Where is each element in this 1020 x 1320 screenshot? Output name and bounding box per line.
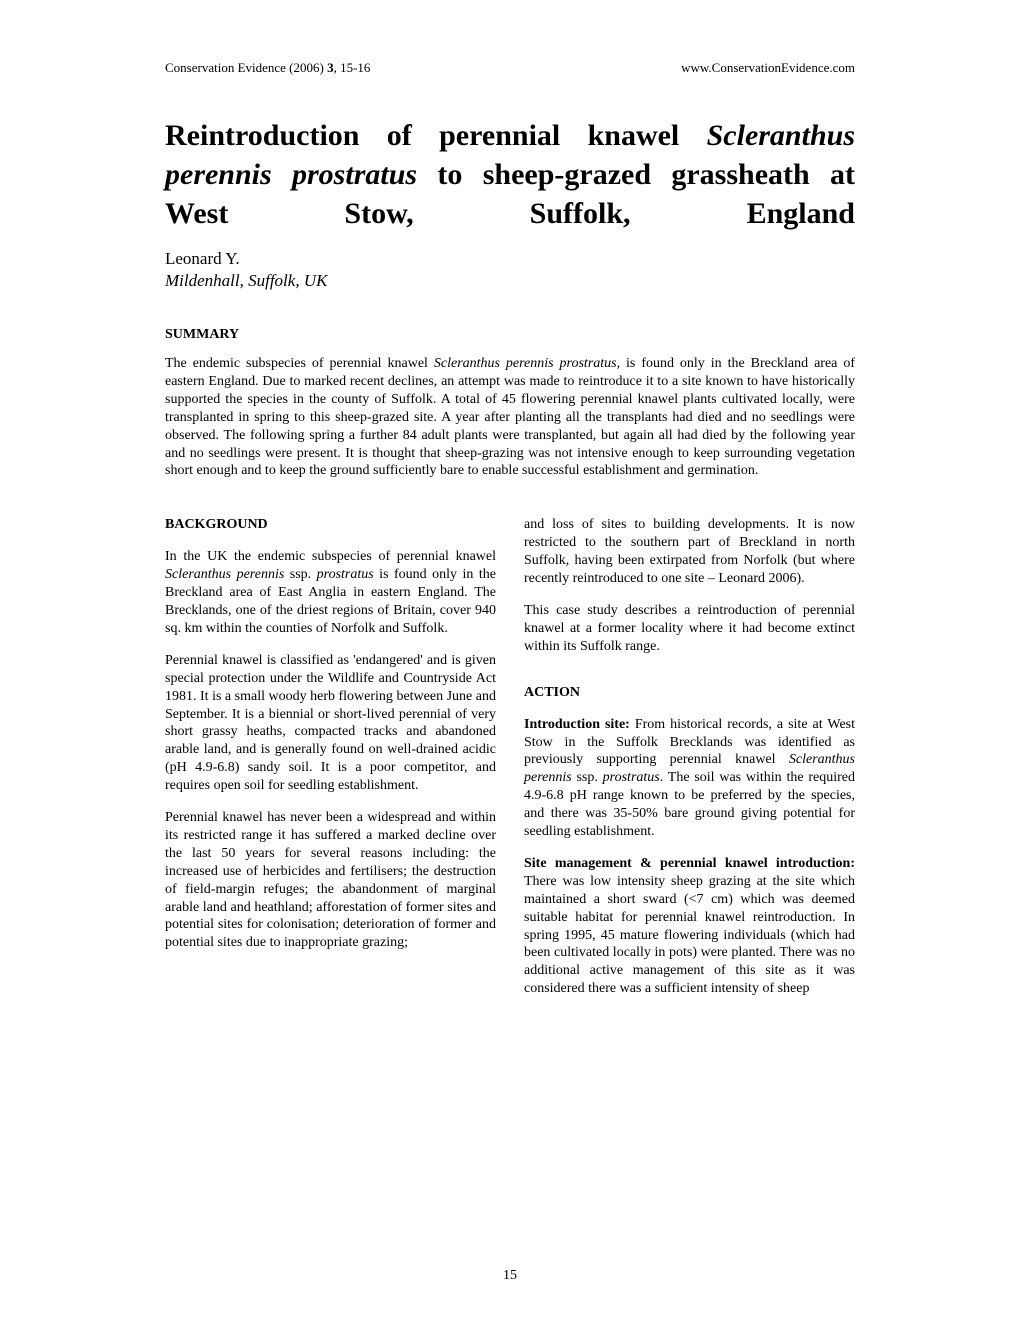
intro-site-ssp: prostratus xyxy=(603,770,660,785)
header-left: Conservation Evidence (2006) 3, 15-16 xyxy=(165,60,370,76)
title-part1: Reintroduction of perennial knawel xyxy=(165,119,707,152)
bg-p1-genus: Scleranthus perennis xyxy=(165,567,284,582)
page-header: Conservation Evidence (2006) 3, 15-16 ww… xyxy=(165,60,855,76)
left-column: BACKGROUND In the UK the endemic subspec… xyxy=(165,516,496,998)
background-p4: This case study describes a reintroducti… xyxy=(524,602,855,656)
background-p3: Perennial knawel has never been a widesp… xyxy=(165,809,496,952)
site-mgmt-sub: Site management & perennial knawel intro… xyxy=(524,856,855,871)
author-affiliation: Mildenhall, Suffolk, UK xyxy=(165,271,855,291)
action-site-mgmt: Site management & perennial knawel intro… xyxy=(524,855,855,998)
header-right: www.ConservationEvidence.com xyxy=(681,60,855,76)
intro-site-mid: ssp. xyxy=(572,770,603,785)
background-p1: In the UK the endemic subspecies of pere… xyxy=(165,548,496,638)
author-name: Leonard Y. xyxy=(165,249,855,269)
right-column: and loss of sites to building developmen… xyxy=(524,516,855,998)
bg-p1-ssp: prostratus xyxy=(317,567,374,582)
summary-body: The endemic subspecies of perennial knaw… xyxy=(165,355,855,480)
summary-heading: SUMMARY xyxy=(165,327,855,343)
summary-text-after: is found only in the Breckland area of e… xyxy=(165,356,855,478)
header-pages: , 15-16 xyxy=(334,60,371,75)
summary-species: Scleranthus perennis prostratus, xyxy=(434,356,620,371)
background-heading: BACKGROUND xyxy=(165,516,496,534)
page-number: 15 xyxy=(0,1268,1020,1284)
bg-p1-before: In the UK the endemic subspecies of pere… xyxy=(165,549,496,564)
bg-p1-mid: ssp. xyxy=(284,567,316,582)
header-journal: Conservation Evidence (2006) xyxy=(165,60,327,75)
site-mgmt-text: There was low intensity sheep grazing at… xyxy=(524,874,855,996)
intro-site-sub: Introduction site: xyxy=(524,717,630,732)
action-heading: ACTION xyxy=(524,684,855,702)
background-p2: Perennial knawel is classified as 'endan… xyxy=(165,652,496,795)
summary-text-before: The endemic subspecies of perennial knaw… xyxy=(165,356,434,371)
background-p3-cont: and loss of sites to building developmen… xyxy=(524,516,855,588)
action-intro-site: Introduction site: From historical recor… xyxy=(524,716,855,841)
body-columns: BACKGROUND In the UK the endemic subspec… xyxy=(165,516,855,998)
article-title: Reintroduction of perennial knawel Scler… xyxy=(165,116,855,233)
